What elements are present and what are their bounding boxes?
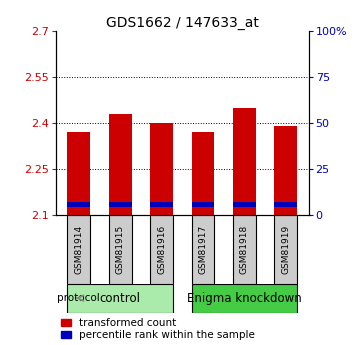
Bar bbox=[192, 215, 214, 284]
Bar bbox=[150, 215, 173, 284]
Bar bbox=[192, 284, 297, 313]
Bar bbox=[233, 202, 256, 207]
Text: GSM81917: GSM81917 bbox=[199, 225, 208, 274]
Bar bbox=[233, 215, 256, 284]
Text: protocol: protocol bbox=[57, 293, 100, 303]
Bar bbox=[68, 202, 90, 207]
Bar bbox=[68, 132, 90, 215]
Bar bbox=[68, 284, 173, 313]
Text: Enigma knockdown: Enigma knockdown bbox=[187, 292, 302, 305]
Bar bbox=[109, 202, 131, 207]
Bar bbox=[109, 114, 131, 215]
Bar bbox=[150, 202, 173, 207]
Text: GSM81919: GSM81919 bbox=[281, 225, 290, 274]
Bar bbox=[68, 215, 90, 284]
Bar bbox=[274, 202, 297, 207]
Bar bbox=[150, 123, 173, 215]
Legend: transformed count, percentile rank within the sample: transformed count, percentile rank withi… bbox=[61, 318, 255, 341]
Text: GSM81918: GSM81918 bbox=[240, 225, 249, 274]
Title: GDS1662 / 147633_at: GDS1662 / 147633_at bbox=[106, 16, 259, 30]
Text: GSM81916: GSM81916 bbox=[157, 225, 166, 274]
Bar bbox=[233, 108, 256, 215]
Bar bbox=[274, 215, 297, 284]
Bar bbox=[274, 126, 297, 215]
Text: GSM81914: GSM81914 bbox=[74, 225, 83, 274]
Bar bbox=[192, 132, 214, 215]
Text: control: control bbox=[100, 292, 141, 305]
Bar bbox=[109, 215, 131, 284]
Bar bbox=[192, 202, 214, 207]
Text: GSM81915: GSM81915 bbox=[116, 225, 125, 274]
